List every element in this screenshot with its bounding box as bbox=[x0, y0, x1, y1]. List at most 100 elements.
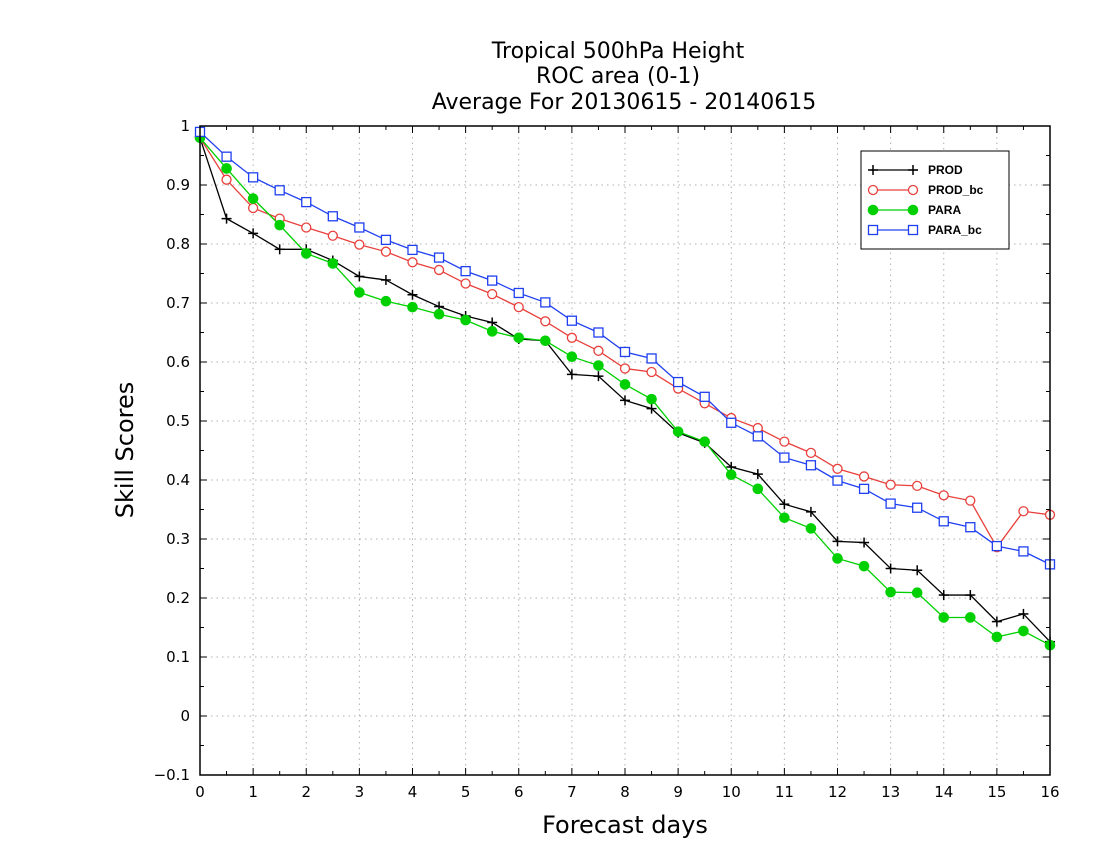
data-point-para bbox=[247, 193, 259, 204]
data-point-para-bc bbox=[274, 185, 285, 196]
data-point-para bbox=[566, 351, 578, 362]
data-point-para-bc bbox=[380, 234, 392, 246]
legend: PROD PROD_bc PARA PARA_bc bbox=[860, 150, 1010, 250]
legend-marker-para bbox=[907, 204, 919, 216]
data-point-para bbox=[274, 219, 285, 231]
data-point-para-bc bbox=[487, 275, 498, 286]
data-point-para bbox=[354, 287, 365, 298]
data-point-prod bbox=[938, 590, 949, 601]
data-point-para bbox=[327, 258, 339, 269]
data-point-prod-bc bbox=[938, 490, 949, 501]
data-point-para bbox=[540, 335, 551, 347]
data-point-para-bc bbox=[699, 391, 710, 402]
series-para bbox=[194, 132, 1056, 651]
y-tick-label: 1 bbox=[180, 117, 190, 135]
plot-frame bbox=[199, 125, 1051, 776]
data-point-prod bbox=[779, 499, 790, 510]
data-point-para bbox=[805, 523, 817, 534]
y-tick-label: −0.1 bbox=[154, 766, 190, 784]
data-point-prod bbox=[487, 317, 498, 328]
data-point-para bbox=[407, 301, 418, 313]
data-point-para bbox=[965, 612, 976, 623]
legend-item-para: PARA bbox=[867, 203, 961, 217]
x-tick-label: 9 bbox=[673, 783, 683, 801]
data-point-para bbox=[991, 631, 1003, 643]
data-point-prod-bc bbox=[566, 332, 578, 343]
data-point-para bbox=[513, 332, 525, 344]
data-point-para-bc bbox=[513, 287, 524, 299]
data-point-para-bc bbox=[221, 151, 232, 162]
data-point-para-bc bbox=[433, 252, 445, 263]
data-point-para-bc bbox=[912, 502, 923, 513]
data-point-prod-bc bbox=[1018, 506, 1029, 517]
data-point-para bbox=[619, 379, 631, 390]
data-point-para-bc bbox=[593, 327, 604, 338]
data-point-para-bc bbox=[354, 222, 365, 233]
data-point-prod-bc bbox=[912, 480, 923, 492]
legend-marker-prod bbox=[908, 165, 918, 175]
title-line-1: Tropical 500hPa Height bbox=[491, 39, 745, 64]
data-point-para-bc bbox=[858, 483, 870, 495]
data-point-para bbox=[1018, 625, 1029, 637]
data-point-para-bc bbox=[991, 540, 1003, 552]
data-point-para-bc bbox=[460, 265, 471, 277]
title-line-2: ROC area (0-1) bbox=[536, 64, 700, 89]
x-tick-label: 16 bbox=[1040, 783, 1059, 801]
data-point-para bbox=[486, 326, 498, 337]
data-point-para bbox=[300, 248, 312, 259]
x-tick-label: 10 bbox=[722, 783, 741, 801]
data-point-para-bc bbox=[540, 297, 551, 308]
data-point-para-bc bbox=[672, 376, 684, 388]
data-point-prod-bc bbox=[513, 301, 524, 313]
legend-item-prod-bc: PROD_bc bbox=[867, 183, 984, 197]
data-point-para bbox=[672, 426, 684, 437]
data-point-prod-bc bbox=[832, 463, 843, 474]
data-point-prod-bc bbox=[858, 471, 870, 482]
data-point-para-bc bbox=[1018, 546, 1029, 557]
data-point-para-bc bbox=[779, 452, 790, 463]
x-tick-label: 8 bbox=[620, 783, 630, 801]
data-point-para bbox=[593, 360, 604, 371]
legend-label-prod-bc: PROD_bc bbox=[928, 183, 984, 197]
data-point-para-bc bbox=[885, 498, 896, 509]
legend-marker-prod-bc bbox=[867, 184, 879, 196]
data-point-prod bbox=[221, 213, 232, 224]
y-tick-label: 0.5 bbox=[166, 412, 190, 430]
data-point-prod bbox=[832, 536, 843, 547]
legend-label-prod: PROD bbox=[928, 163, 963, 177]
data-point-prod bbox=[380, 274, 391, 285]
data-point-prod bbox=[885, 563, 896, 574]
data-point-prod bbox=[805, 506, 816, 517]
data-point-para bbox=[779, 512, 790, 524]
data-point-prod-bc bbox=[380, 246, 392, 257]
data-point-prod-bc bbox=[540, 316, 551, 327]
data-point-prod bbox=[354, 271, 365, 282]
x-tick-label: 7 bbox=[567, 783, 577, 801]
data-point-para-bc bbox=[832, 475, 843, 486]
x-tick-label: 0 bbox=[195, 783, 205, 801]
data-point-prod bbox=[991, 616, 1002, 627]
x-tick-label: 1 bbox=[248, 783, 258, 801]
x-tick-label: 4 bbox=[408, 783, 418, 801]
x-tick-label: 12 bbox=[828, 783, 847, 801]
legend-marker-prod-bc bbox=[907, 184, 919, 196]
data-point-prod bbox=[593, 371, 604, 382]
data-point-prod-bc bbox=[460, 278, 471, 289]
data-point-para bbox=[858, 560, 870, 572]
y-tick-label: 0.6 bbox=[166, 353, 190, 371]
data-point-prod bbox=[274, 244, 285, 255]
legend-marker-prod bbox=[868, 165, 878, 175]
data-point-prod-bc bbox=[221, 174, 232, 185]
data-point-para-bc bbox=[566, 315, 578, 326]
data-point-para bbox=[911, 587, 923, 598]
y-tick-label: 0.4 bbox=[166, 471, 190, 489]
x-tick-label: 2 bbox=[301, 783, 311, 801]
x-tick-label: 15 bbox=[987, 783, 1006, 801]
data-point-prod bbox=[646, 403, 657, 414]
data-point-prod-bc bbox=[327, 230, 338, 241]
y-tick-label: 0 bbox=[180, 707, 190, 725]
data-point-para bbox=[221, 163, 232, 174]
x-tick-labels: 0 1 2 3 4 5 6 7 8 9 10 11 12 13 14 15 16 bbox=[195, 783, 1059, 801]
y-tick-label: 0.2 bbox=[166, 589, 190, 607]
